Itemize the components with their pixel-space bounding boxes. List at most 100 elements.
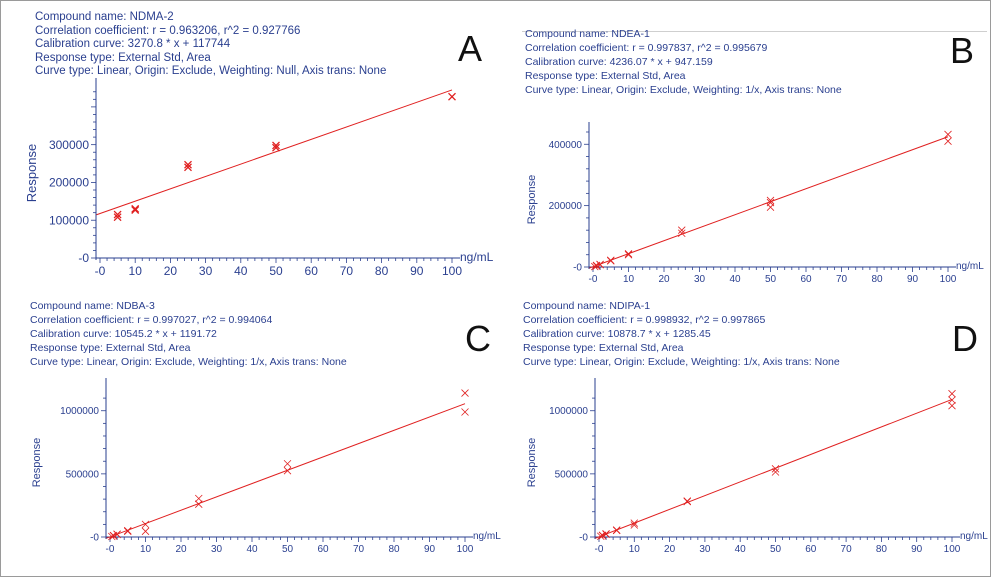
y-tick-label: 500000: [555, 469, 589, 480]
data-point-marker: [624, 250, 633, 258]
x-tick-label: 40: [234, 264, 248, 278]
compound-name: Compound name: NDBA-3: [30, 300, 155, 312]
x-tick-label: 10: [129, 264, 143, 278]
x-axis-label: ng/mL: [960, 531, 988, 542]
data-point-marker: [141, 520, 150, 529]
x-tick-label: 60: [305, 264, 319, 278]
x-tick-label: 90: [911, 544, 923, 555]
data-point-marker: [612, 526, 621, 535]
x-tick-label: 50: [765, 274, 777, 285]
x-tick-label: 60: [800, 274, 812, 285]
y-axis-label: Response: [526, 175, 538, 225]
x-tick-label: 90: [907, 274, 919, 285]
data-point-marker: [113, 213, 122, 222]
x-axis-label: ng/mL: [460, 250, 494, 264]
calibration-fit-line: [106, 403, 466, 539]
curve-type: Curve type: Linear, Origin: Exclude, Wei…: [35, 65, 387, 77]
data-point-marker: [948, 396, 956, 404]
x-tick-label: 100: [944, 544, 961, 555]
data-point-marker: [461, 389, 469, 397]
x-tick-label: 50: [269, 264, 283, 278]
panel-a-info: Compound name: NDMA-2 Correlation coeffi…: [35, 11, 386, 79]
panel-b-chart: -0 10 20 30 40 50 60 70 80 90 100 ng/mL -0 200000 4000…: [526, 122, 984, 285]
data-point-marker: [113, 210, 122, 219]
y-tick-label: 1000000: [549, 406, 588, 417]
data-point-marker: [184, 160, 192, 169]
x-tick-label: -0: [595, 544, 604, 555]
panel-c-info: Compound name: NDBA-3 Correlation coeffi…: [30, 299, 347, 369]
x-tick-label: 80: [375, 264, 389, 278]
y-tick-label: 200000: [549, 201, 583, 212]
x-tick-label: 50: [282, 544, 294, 555]
data-point-marker: [141, 527, 150, 536]
data-point-marker: [272, 143, 280, 152]
data-point-marker: [448, 92, 456, 101]
panel-letter: D: [952, 318, 978, 359]
data-point-marker: [766, 196, 775, 205]
data-point-marker: [602, 530, 610, 538]
data-point-marker: [596, 532, 605, 541]
data-point-marker: [131, 204, 140, 213]
panel-d-info: Compound name: NDIPA-1 Correlation coeff…: [523, 299, 840, 369]
x-tick-label: -0: [589, 274, 598, 285]
data-point-marker: [944, 137, 952, 145]
data-point-marker: [590, 262, 599, 271]
x-tick-label: 30: [211, 544, 223, 555]
panel-d-chart: -0 10 20 30 40 50 60 70 80 90 100 ng/mL -0 500000 1000…: [526, 378, 988, 555]
x-tick-label: 60: [805, 544, 817, 555]
compound-name: Compound name: NDIPA-1: [523, 300, 651, 312]
calibration-fit-line: [595, 399, 953, 539]
x-axis-label: ng/mL: [956, 261, 984, 272]
data-point-marker: [683, 497, 692, 506]
curve-type: Curve type: Linear, Origin: Exclude, Wei…: [525, 84, 842, 96]
data-point-marker: [184, 163, 192, 172]
x-tick-label: 70: [340, 264, 354, 278]
x-tick-label: 30: [699, 544, 711, 555]
x-tick-label: 90: [410, 264, 424, 278]
x-tick-label: 100: [457, 544, 474, 555]
y-tick-label: -0: [90, 533, 99, 544]
data-point-marker: [461, 408, 469, 416]
y-axis-label: Response: [24, 144, 39, 203]
x-tick-label: 70: [836, 274, 848, 285]
x-tick-label: 60: [317, 544, 329, 555]
data-point-marker: [272, 141, 280, 150]
data-point-marker: [677, 229, 686, 238]
data-point-marker: [630, 519, 639, 527]
response-type: Response type: External Std, Area: [35, 51, 211, 64]
calibration-curve: Calibration curve: 3270.8 * x + 117744: [35, 38, 231, 50]
data-point-marker: [596, 260, 604, 269]
x-tick-label: 90: [424, 544, 436, 555]
x-tick-label: 100: [442, 264, 462, 278]
x-tick-label: 100: [940, 274, 957, 285]
x-tick-label: 40: [729, 274, 741, 285]
panel-c: Compound name: NDBA-3 Correlation coeffi…: [0, 288, 501, 576]
x-tick-label: 50: [770, 544, 782, 555]
x-tick-label: 80: [388, 544, 400, 555]
correlation-coefficient: Correlation coefficient: r = 0.997837, r…: [525, 42, 768, 54]
data-point-marker: [107, 532, 116, 541]
x-tick-label: 70: [841, 544, 853, 555]
panel-a: Compound name: NDMA-2 Correlation coeffi…: [0, 0, 495, 288]
compound-name: Compound name: NDEA-1: [525, 28, 650, 40]
calibration-curve: Calibration curve: 10545.2 * x + 1191.72: [30, 328, 217, 340]
x-tick-label: -0: [95, 264, 106, 278]
calibration-curve: Calibration curve: 10878.7 * x + 1285.45: [523, 328, 711, 340]
x-tick-label: 40: [735, 544, 747, 555]
x-tick-label: 40: [246, 544, 258, 555]
x-tick-label: -0: [106, 544, 115, 555]
panel-letter: A: [458, 28, 483, 69]
response-type: Response type: External Std, Area: [30, 342, 191, 354]
data-point-marker: [624, 250, 633, 259]
y-tick-label: 500000: [66, 469, 100, 480]
x-tick-label: 10: [623, 274, 635, 285]
y-axis-label: Response: [31, 438, 43, 488]
x-tick-label: 80: [871, 274, 883, 285]
data-point-marker: [123, 526, 132, 535]
data-point-marker: [683, 497, 692, 505]
y-tick-label: -0: [579, 533, 588, 544]
data-point-marker: [283, 459, 292, 468]
correlation-coefficient: Correlation coefficient: r = 0.997027, r…: [30, 314, 273, 326]
correlation-coefficient: Correlation coefficient: r = 0.963206, r…: [35, 24, 301, 37]
